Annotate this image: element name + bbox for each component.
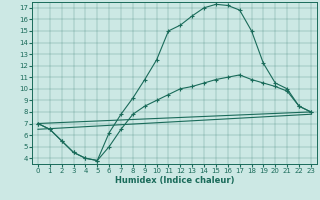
X-axis label: Humidex (Indice chaleur): Humidex (Indice chaleur) [115, 176, 234, 185]
